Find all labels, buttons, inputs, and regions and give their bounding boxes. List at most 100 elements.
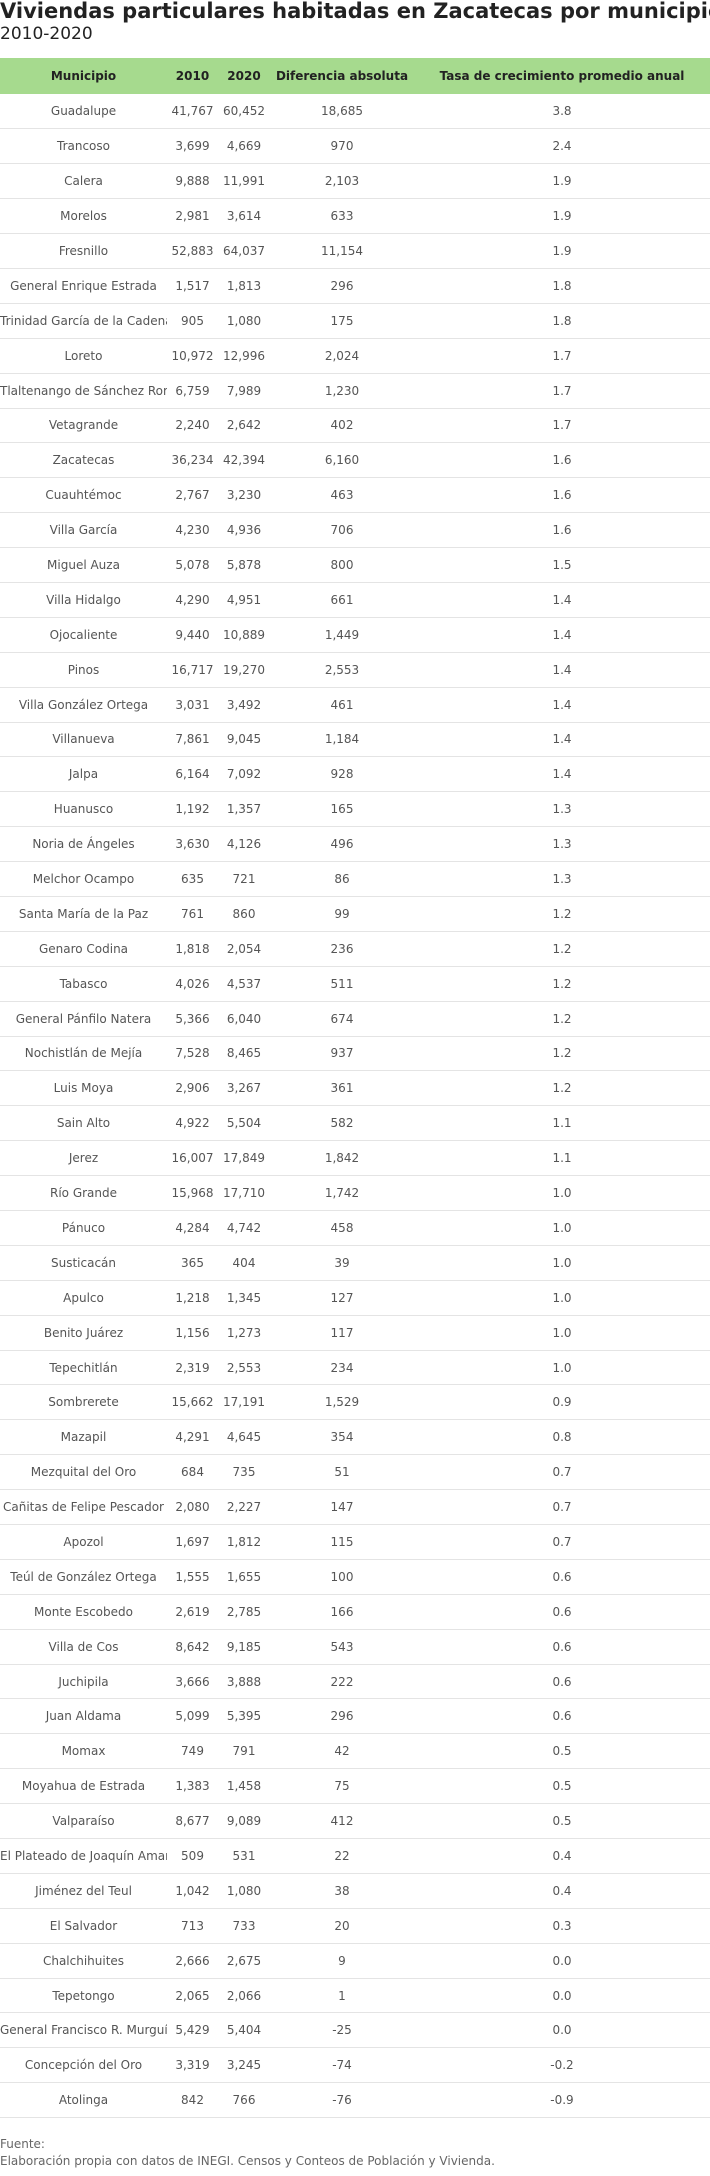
cell-diferencia: 937 (270, 1036, 414, 1072)
cell-tasa: 2.4 (414, 128, 710, 165)
cell-diferencia: 1,529 (270, 1384, 414, 1421)
cell-2020: 60,452 (218, 94, 270, 130)
cell-municipio: Valparaíso (0, 1803, 167, 1840)
table-row: Juchipila 3,666 3,888 222 0.6 (0, 1664, 710, 1700)
table-row: Concepción del Oro 3,319 3,245 -74 -0.2 (0, 2047, 710, 2084)
table-row: Villanueva 7,861 9,045 1,184 1.4 (0, 722, 710, 758)
cell-2020: 9,045 (218, 722, 270, 758)
cell-tasa: 1.0 (414, 1350, 710, 1386)
cell-diferencia: 115 (270, 1524, 414, 1560)
cell-municipio: El Salvador (0, 1908, 167, 1944)
cell-2010: 365 (167, 1245, 218, 1281)
cell-tasa: 1.0 (414, 1175, 710, 1211)
cell-2010: 2,319 (167, 1350, 218, 1386)
cell-tasa: 1.2 (414, 896, 710, 932)
cell-2020: 3,614 (218, 198, 270, 235)
cell-2020: 1,273 (218, 1315, 270, 1351)
cell-2020: 5,395 (218, 1698, 270, 1735)
cell-municipio: Villa de Cos (0, 1629, 167, 1665)
table-row: Valparaíso 8,677 9,089 412 0.5 (0, 1803, 710, 1840)
cell-2020: 64,037 (218, 233, 270, 269)
table-row: Fresnillo 52,883 64,037 11,154 1.9 (0, 233, 710, 269)
cell-municipio: Santa María de la Paz (0, 896, 167, 932)
cell-diferencia: 970 (270, 128, 414, 165)
table-row: Mezquital del Oro 684 735 51 0.7 (0, 1454, 710, 1491)
cell-diferencia: 51 (270, 1454, 414, 1491)
cell-municipio: Guadalupe (0, 94, 167, 130)
cell-diferencia: 1,230 (270, 373, 414, 409)
cell-2020: 1,357 (218, 791, 270, 828)
cell-2020: 4,537 (218, 966, 270, 1002)
cell-municipio: Huanusco (0, 791, 167, 828)
table-row: Tepechitlán 2,319 2,553 234 1.0 (0, 1350, 710, 1386)
cell-tasa: 0.7 (414, 1524, 710, 1560)
table-row: Benito Juárez 1,156 1,273 117 1.0 (0, 1315, 710, 1351)
table-row: Jiménez del Teul 1,042 1,080 38 0.4 (0, 1873, 710, 1909)
header-row: Municipio 2010 2020 Diferencia absoluta … (0, 58, 710, 94)
cell-diferencia: -74 (270, 2047, 414, 2084)
cell-municipio: Apozol (0, 1524, 167, 1560)
table-row: Susticacán 365 404 39 1.0 (0, 1245, 710, 1281)
cell-2020: 4,951 (218, 582, 270, 618)
table-row: Chalchihuites 2,666 2,675 9 0.0 (0, 1943, 710, 1979)
table-row: Vetagrande 2,240 2,642 402 1.7 (0, 408, 710, 444)
cell-2010: 10,972 (167, 338, 218, 374)
cell-municipio: Villa Hidalgo (0, 582, 167, 618)
cell-tasa: 0.7 (414, 1454, 710, 1491)
column-header-2010: 2010 (175, 69, 210, 83)
table-row: El Plateado de Joaquín Amaro 509 531 22 0.4 (0, 1838, 710, 1874)
cell-municipio: Miguel Auza (0, 547, 167, 583)
cell-2010: 2,065 (167, 1978, 218, 2014)
cell-tasa: -0.9 (414, 2082, 710, 2119)
cell-2020: 8,465 (218, 1036, 270, 1072)
table-header: Municipio 2010 2020 Diferencia absoluta … (0, 58, 710, 94)
cell-tasa: 0.6 (414, 1559, 710, 1595)
cell-municipio: Villa García (0, 512, 167, 549)
table-row: Tlaltenango de Sánchez Román6,7597,9891,… (0, 373, 710, 409)
cell-diferencia: 1,449 (270, 617, 414, 653)
cell-diferencia: 20 (270, 1908, 414, 1944)
cell-2010: 8,677 (167, 1803, 218, 1840)
cell-tasa: 1.6 (414, 442, 710, 479)
table-row: Santa María de la Paz 761 860 99 1.2 (0, 896, 710, 932)
cell-2010: 635 (167, 861, 218, 897)
cell-2010: 1,383 (167, 1768, 218, 1805)
cell-diferencia: 361 (270, 1070, 414, 1107)
column-header-tasa: Tasa de crecimiento promedio anual (439, 69, 685, 83)
cell-tasa: 1.0 (414, 1210, 710, 1246)
cell-2010: 2,080 (167, 1489, 218, 1526)
cell-municipio: Melchor Ocampo (0, 861, 167, 897)
cell-municipio: Mezquital del Oro (0, 1454, 167, 1491)
cell-tasa: 0.6 (414, 1698, 710, 1735)
table-row: Luis Moya 2,906 3,267 361 1.2 (0, 1070, 710, 1107)
cell-tasa: 1.4 (414, 617, 710, 653)
cell-tasa: 1.8 (414, 303, 710, 339)
cell-2010: 4,290 (167, 582, 218, 618)
cell-municipio: Jalpa (0, 756, 167, 793)
cell-municipio: Pinos (0, 652, 167, 688)
cell-diferencia: 1,842 (270, 1140, 414, 1177)
column-header-municipio: Municipio (50, 69, 117, 83)
chart-title: Viviendas particulares habitadas en Zaca… (0, 0, 710, 23)
cell-municipio: Jerez (0, 1140, 167, 1177)
chart-footer: Fuente: Elaboración propia con datos de … (0, 2136, 710, 2170)
table-row: Pinos 16,717 19,270 2,553 1.4 (0, 652, 710, 688)
cell-tasa: 1.7 (414, 373, 710, 409)
cell-2010: 4,284 (167, 1210, 218, 1246)
cell-municipio: Cuauhtémoc (0, 477, 167, 514)
cell-municipio: Trinidad García de la Cadena (0, 303, 167, 339)
cell-diferencia: 39 (270, 1245, 414, 1281)
cell-municipio: Teúl de González Ortega (0, 1559, 167, 1595)
cell-2010: 509 (167, 1838, 218, 1874)
cell-2010: 6,759 (167, 373, 218, 409)
cell-2020: 3,230 (218, 477, 270, 514)
cell-2010: 3,666 (167, 1664, 218, 1700)
cell-2010: 7,528 (167, 1036, 218, 1072)
cell-2010: 1,192 (167, 791, 218, 828)
cell-2020: 4,936 (218, 512, 270, 549)
source-label: Fuente: (0, 2137, 45, 2151)
cell-municipio: Vetagrande (0, 408, 167, 444)
data-table: Municipio 2010 2020 Diferencia absoluta … (0, 58, 710, 2119)
cell-diferencia: 6,160 (270, 442, 414, 479)
cell-municipio: Fresnillo (0, 233, 167, 269)
